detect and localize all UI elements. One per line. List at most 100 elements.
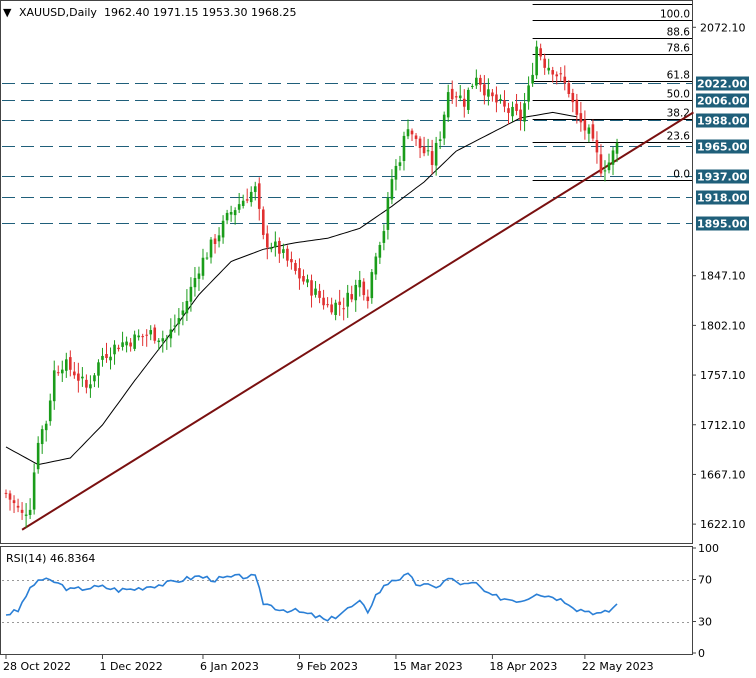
- candle-body-70: [286, 248, 289, 261]
- symbol-header: XAUUSD,Daily: [19, 6, 97, 19]
- candle-body-50: [205, 257, 209, 259]
- candle-body-61: [249, 191, 253, 203]
- candle-body-114: [462, 98, 466, 107]
- candle-body-47: [193, 277, 197, 288]
- candle-body-107: [434, 142, 438, 166]
- candle-body-126: [511, 106, 514, 117]
- candle-body-145: [587, 127, 591, 134]
- candle-body-1: [8, 493, 12, 500]
- candle-body-8: [36, 442, 40, 470]
- candle-body-119: [483, 84, 486, 96]
- candle-body-108: [438, 139, 442, 141]
- candle-body-137: [555, 74, 559, 77]
- candle-body-109: [442, 114, 446, 139]
- candle-body-71: [290, 259, 293, 263]
- level-label-6: 1895.00: [697, 218, 747, 231]
- fibonacci-levels: 100.0 88.6 78.6 61.8 50.0 38.2 23.6 0.0: [532, 4, 692, 181]
- candle-body-72: [294, 262, 297, 271]
- time-tick-label-4: 15 Mar 2023: [393, 660, 463, 673]
- price-tick-label-5: 1667.10: [700, 468, 746, 481]
- candle-body-110: [446, 92, 450, 118]
- fib-label-4: 50.0: [667, 89, 690, 101]
- candle-body-5: [24, 514, 28, 516]
- candle-body-9: [40, 429, 44, 445]
- candle-body-94: [382, 231, 386, 243]
- candle-body-46: [189, 286, 193, 302]
- candle-body-134: [543, 58, 546, 68]
- rsi-axis: 100 70 30 0: [692, 542, 719, 660]
- rsi-panel: [0, 546, 693, 655]
- candle-body-128: [519, 109, 522, 121]
- candle-body-149: [603, 170, 607, 172]
- candle-body-120: [487, 89, 490, 97]
- candle-body-2: [12, 500, 16, 504]
- candle-body-130: [527, 85, 530, 102]
- candle-body-54: [221, 220, 225, 238]
- candle-body-118: [479, 77, 482, 85]
- main-panel: [0, 0, 693, 544]
- candle-body-132: [535, 46, 538, 76]
- candle-body-101: [410, 130, 414, 135]
- candle-body-148: [599, 154, 603, 174]
- candle-body-32: [133, 334, 136, 349]
- candle-body-16: [69, 357, 72, 370]
- candle-body-99: [402, 135, 406, 162]
- fib-label-7: 0.0: [673, 169, 690, 181]
- fib-label-2: 78.6: [667, 43, 691, 55]
- candle-body-36: [149, 330, 153, 335]
- candle-body-106: [430, 151, 434, 165]
- candle-body-75: [306, 279, 309, 283]
- candle-body-21: [89, 384, 92, 389]
- level-label-1: 2006.00: [697, 95, 747, 108]
- time-tick-label-5: 18 Apr 2023: [489, 660, 557, 673]
- candles: [4, 40, 619, 528]
- ohlc-header: 1962.40 1971.15 1953.30 1968.25: [104, 6, 296, 19]
- candle-body-105: [426, 150, 430, 152]
- candle-body-15: [65, 359, 68, 371]
- candle-body-111: [450, 88, 454, 100]
- candle-body-74: [302, 276, 305, 282]
- candle-body-138: [559, 73, 563, 75]
- candle-body-33: [137, 335, 140, 338]
- time-tick-label-1: 1 Dec 2022: [99, 660, 162, 673]
- candle-body-55: [225, 212, 229, 221]
- level-label-2: 1988.00: [697, 115, 747, 128]
- candle-body-135: [547, 67, 550, 71]
- candle-body-67: [274, 241, 277, 248]
- candle-body-27: [113, 344, 116, 355]
- price-tick-label-4: 1712.10: [700, 419, 746, 432]
- candle-body-133: [539, 48, 542, 57]
- chart-collapse-icon[interactable]: ▼: [3, 6, 12, 19]
- candle-body-52: [213, 238, 217, 244]
- candle-body-31: [129, 342, 132, 347]
- fib-label-3: 61.8: [667, 70, 690, 82]
- candle-body-102: [414, 135, 418, 139]
- candle-body-13: [56, 372, 60, 374]
- candle-body-26: [109, 356, 112, 361]
- level-label-3: 1965.00: [697, 141, 747, 154]
- candle-body-147: [595, 140, 599, 153]
- candle-body-127: [515, 103, 518, 111]
- candle-body-17: [73, 371, 76, 376]
- candle-body-95: [386, 197, 390, 230]
- candle-body-89: [362, 281, 366, 296]
- candle-body-45: [185, 300, 189, 314]
- candle-body-51: [209, 239, 213, 258]
- candle-body-117: [475, 77, 478, 86]
- rsi-tick-label-1: 70: [698, 574, 712, 587]
- rsi-line: [5, 572, 618, 622]
- candle-body-116: [471, 85, 474, 87]
- candle-body-29: [121, 342, 124, 347]
- candle-body-3: [16, 505, 20, 508]
- level-box-5: [696, 190, 749, 205]
- candle-body-76: [310, 280, 313, 296]
- candle-body-42: [173, 325, 177, 327]
- candle-body-39: [161, 338, 165, 342]
- level-label-4: 1937.00: [697, 171, 747, 184]
- candle-body-123: [499, 98, 502, 100]
- candle-body-58: [237, 204, 241, 210]
- candle-body-4: [20, 509, 24, 513]
- time-tick-label-0: 28 Oct 2022: [3, 660, 71, 673]
- candle-body-86: [350, 294, 354, 300]
- time-axis: 28 Oct 2022 1 Dec 2022 6 Jan 2023 9 Feb 202…: [3, 655, 654, 673]
